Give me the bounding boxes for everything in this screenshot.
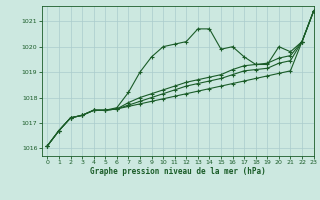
X-axis label: Graphe pression niveau de la mer (hPa): Graphe pression niveau de la mer (hPa): [90, 167, 266, 176]
